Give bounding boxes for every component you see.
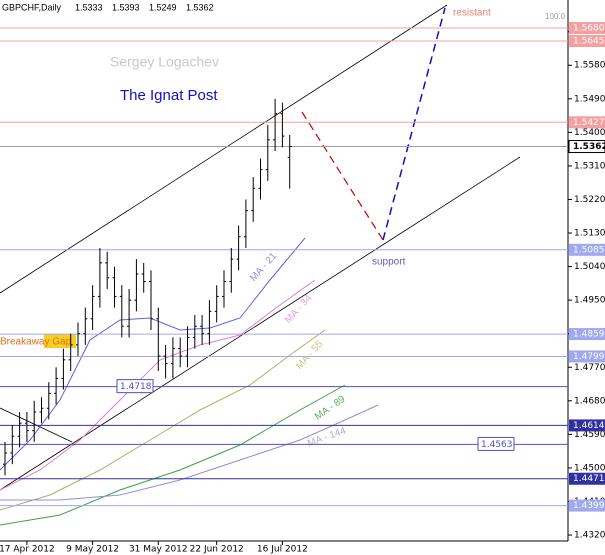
level-label: 1.5645 — [573, 37, 605, 47]
level-label: 1.5085 — [573, 245, 605, 255]
level-box — [569, 116, 605, 129]
level-box — [569, 419, 605, 432]
x-tick-label: 17 Apr 2012 — [0, 545, 55, 555]
level-label: 1.4799 — [573, 352, 605, 362]
level-box — [569, 499, 605, 512]
level-label: 1.4399 — [573, 501, 605, 511]
level-label: 1.5680 — [573, 23, 605, 33]
y-tick-label: 1.5400 — [574, 128, 605, 138]
author: Sergey Logachev — [110, 54, 219, 70]
channel-lower — [0, 156, 521, 491]
level-box — [569, 350, 605, 363]
y-tick-label: 1.5310 — [574, 161, 605, 171]
y-tick-label: 1.5040 — [574, 262, 605, 272]
high-value: 1.5393 — [112, 2, 140, 12]
fib-label: 100.0 — [545, 12, 566, 21]
site: The Ignat Post — [120, 87, 218, 104]
resistant-label: resistant — [453, 8, 491, 19]
x-tick-label: 16 Jul 2012 — [257, 545, 308, 555]
y-tick-label: 1.4680 — [574, 396, 605, 406]
symbol: GBPCHF,Daily — [2, 2, 62, 12]
y-tick-label: 1.5220 — [574, 195, 605, 205]
level-box — [116, 379, 154, 394]
ma-89 — [0, 384, 346, 526]
support-label: support — [372, 257, 406, 268]
level-box — [569, 243, 605, 256]
level-box — [569, 328, 605, 341]
x-tick-label: 22 Jun 2012 — [190, 545, 244, 555]
y-tick-label: 1.4590 — [574, 430, 605, 440]
level-box — [569, 21, 605, 34]
y-tick-label: 1.4500 — [574, 463, 605, 473]
y-tick-label: 1.5130 — [574, 229, 605, 239]
y-tick-label: 1.5490 — [574, 94, 605, 104]
y-tick-label: 1.5580 — [574, 61, 605, 71]
close-value: 1.5362 — [186, 2, 214, 12]
level-label: 1.4563 — [481, 440, 513, 450]
y-tick-label: 1.4770 — [574, 363, 605, 373]
level-box — [477, 436, 515, 451]
decorations — [0, 4, 521, 526]
level-label: 1.4614 — [573, 421, 605, 431]
ma-21 — [0, 237, 306, 471]
x-tick-label: 9 May 2012 — [66, 545, 119, 555]
x-tick-label: 31 May 2012 — [129, 545, 188, 555]
forecast-up — [382, 7, 446, 241]
gap-marker — [44, 334, 76, 348]
level-label: 1.4859 — [573, 330, 605, 340]
level-box — [569, 472, 605, 485]
ma-34 — [0, 279, 316, 491]
y-tick-label: 1.4950 — [574, 296, 605, 306]
level-label: 1.5362 — [573, 142, 605, 152]
y-tick-label: 1.4320 — [574, 531, 605, 541]
channel-upper — [0, 4, 448, 294]
ma-144 — [0, 404, 379, 501]
level-label: 1.4471 — [573, 474, 605, 484]
low-value: 1.5249 — [149, 2, 177, 12]
gap-label: Breakaway Gap — [0, 337, 72, 348]
level-label: 1.5427 — [573, 118, 605, 128]
level-box — [569, 35, 605, 48]
level-label: 1.4718 — [120, 382, 152, 392]
open-value: 1.5333 — [75, 2, 103, 12]
level-box — [568, 140, 605, 154]
